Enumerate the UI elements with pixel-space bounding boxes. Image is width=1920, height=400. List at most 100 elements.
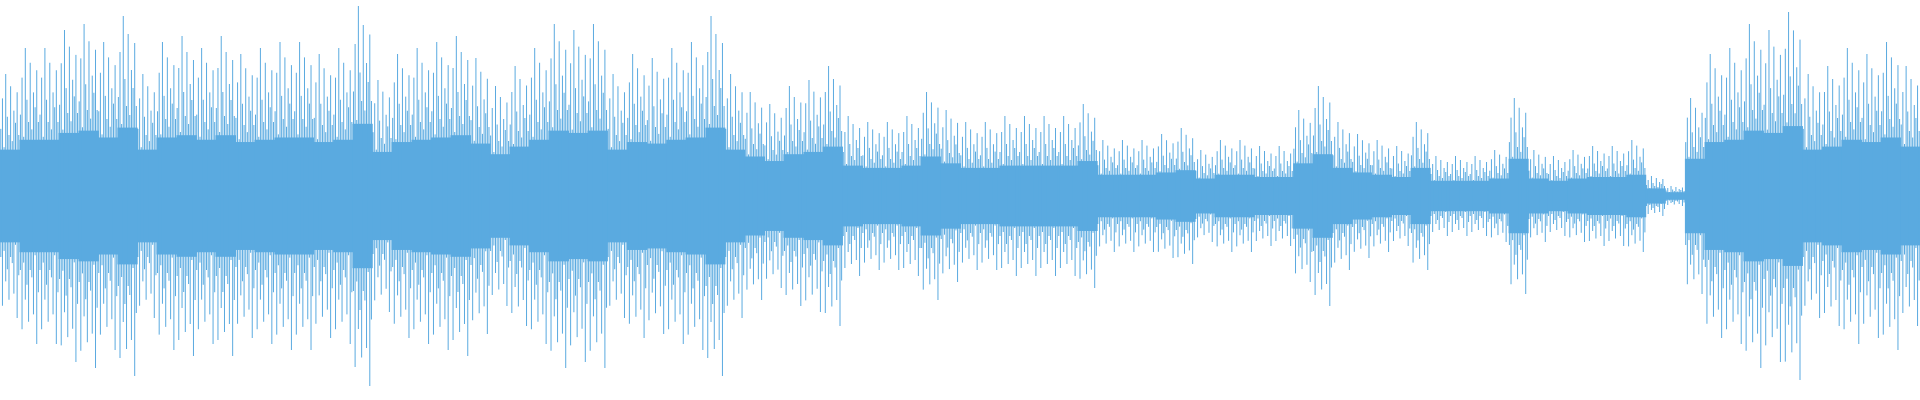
amplitude-segment <box>999 116 1020 276</box>
amplitude-segment <box>744 92 765 300</box>
amplitude-segment <box>901 116 922 276</box>
amplitude-segment <box>97 42 119 350</box>
amplitude-segment <box>1508 98 1529 294</box>
amplitude-segment <box>940 110 961 282</box>
amplitude-segment <box>1900 66 1920 326</box>
amplitude-segment <box>1645 176 1666 216</box>
amplitude-segment <box>764 104 785 288</box>
amplitude-segment <box>293 42 314 350</box>
amplitude-segment <box>1822 66 1843 326</box>
amplitude-segment <box>19 48 40 344</box>
amplitude-segment <box>724 74 745 318</box>
amplitude-segment <box>881 122 902 270</box>
amplitude-segment <box>39 48 60 344</box>
amplitude-segment <box>862 122 883 270</box>
amplitude-segment <box>646 58 667 334</box>
amplitude-segment <box>1410 122 1431 270</box>
amplitude-segment <box>1018 116 1039 276</box>
amplitude-segment <box>803 80 824 312</box>
amplitude-segment <box>1234 140 1255 252</box>
amplitude-segment <box>489 86 510 306</box>
amplitude-segment <box>979 122 1000 270</box>
amplitude-segment <box>1802 74 1823 318</box>
amplitude-segment <box>1841 48 1862 344</box>
amplitude-segment <box>1097 140 1118 252</box>
amplitude-segment <box>1488 150 1510 242</box>
amplitude-segment <box>1567 150 1588 242</box>
amplitude-segment <box>58 30 79 362</box>
amplitude-segment <box>1586 146 1608 246</box>
amplitude-segment <box>1547 156 1568 236</box>
waveform-body <box>1665 192 1686 200</box>
amplitude-segment <box>1861 54 1882 338</box>
amplitude-segment <box>1293 110 1314 282</box>
amplitude-segment <box>1782 12 1803 380</box>
amplitude-segment <box>666 48 687 344</box>
amplitude-segment <box>1273 146 1294 246</box>
amplitude-segment <box>705 16 726 376</box>
amplitude-segment <box>842 116 863 276</box>
amplitude-segment <box>1684 98 1705 294</box>
amplitude-segment <box>235 54 256 338</box>
amplitude-segment <box>587 24 608 368</box>
amplitude-segment <box>1391 146 1412 246</box>
amplitude-segment <box>274 42 295 350</box>
amplitude-segment <box>1880 42 1901 350</box>
amplitude-segment <box>509 66 530 326</box>
amplitude-segment <box>1214 140 1235 252</box>
amplitude-segment <box>1038 116 1059 276</box>
amplitude-segment <box>176 36 197 356</box>
amplitude-segment <box>156 42 177 350</box>
amplitude-segment <box>333 48 354 344</box>
amplitude-segment <box>352 6 373 386</box>
amplitude-segment <box>254 48 275 344</box>
amplitude-segment <box>822 66 843 326</box>
amplitude-segment <box>1743 24 1764 368</box>
amplitude-segment <box>1469 156 1490 236</box>
amplitude-segment <box>1724 48 1745 344</box>
amplitude-segment <box>470 58 491 334</box>
amplitude-segment <box>411 48 432 344</box>
amplitude-segment <box>1136 140 1157 252</box>
amplitude-segment <box>1371 140 1392 252</box>
amplitude-segment <box>1077 104 1098 288</box>
amplitude-segment <box>1312 86 1333 306</box>
amplitude-segment <box>783 86 804 306</box>
amplitude-segment <box>1704 54 1725 338</box>
amplitude-segment <box>391 54 412 338</box>
amplitude-segment <box>1116 140 1137 252</box>
amplitude-segment <box>920 92 941 300</box>
amplitude-segment <box>1449 156 1470 236</box>
amplitude-segment <box>195 48 217 344</box>
amplitude-segment <box>548 24 569 368</box>
amplitude-segment <box>450 36 471 356</box>
amplitude-segment <box>431 42 452 350</box>
amplitude-segment <box>528 48 550 344</box>
amplitude-segment <box>117 16 138 376</box>
amplitude-segment <box>607 74 628 318</box>
amplitude-segment <box>137 74 158 318</box>
amplitude-segment <box>685 42 706 350</box>
amplitude-segment <box>626 54 648 338</box>
amplitude-segment <box>313 54 334 338</box>
amplitude-segment <box>1626 140 1647 252</box>
amplitude-segment <box>1606 146 1627 246</box>
amplitude-segment <box>1430 156 1451 236</box>
amplitude-segment <box>1665 186 1686 206</box>
amplitude-segment <box>1351 134 1372 258</box>
amplitude-segment <box>1763 30 1784 362</box>
amplitude-segment <box>1155 134 1177 258</box>
amplitude-segment <box>1253 146 1274 246</box>
amplitude-segment <box>960 122 981 270</box>
amplitude-segment <box>0 74 21 318</box>
amplitude-segment <box>1528 150 1549 242</box>
amplitude-segment <box>215 36 236 356</box>
amplitude-segment <box>1332 122 1353 270</box>
amplitude-segment <box>568 30 589 362</box>
amplitude-segment <box>372 80 393 312</box>
waveform-body <box>1900 146 1920 246</box>
amplitude-segment <box>78 24 99 368</box>
amplitude-segment <box>1175 128 1196 264</box>
amplitude-segment <box>1057 116 1079 276</box>
